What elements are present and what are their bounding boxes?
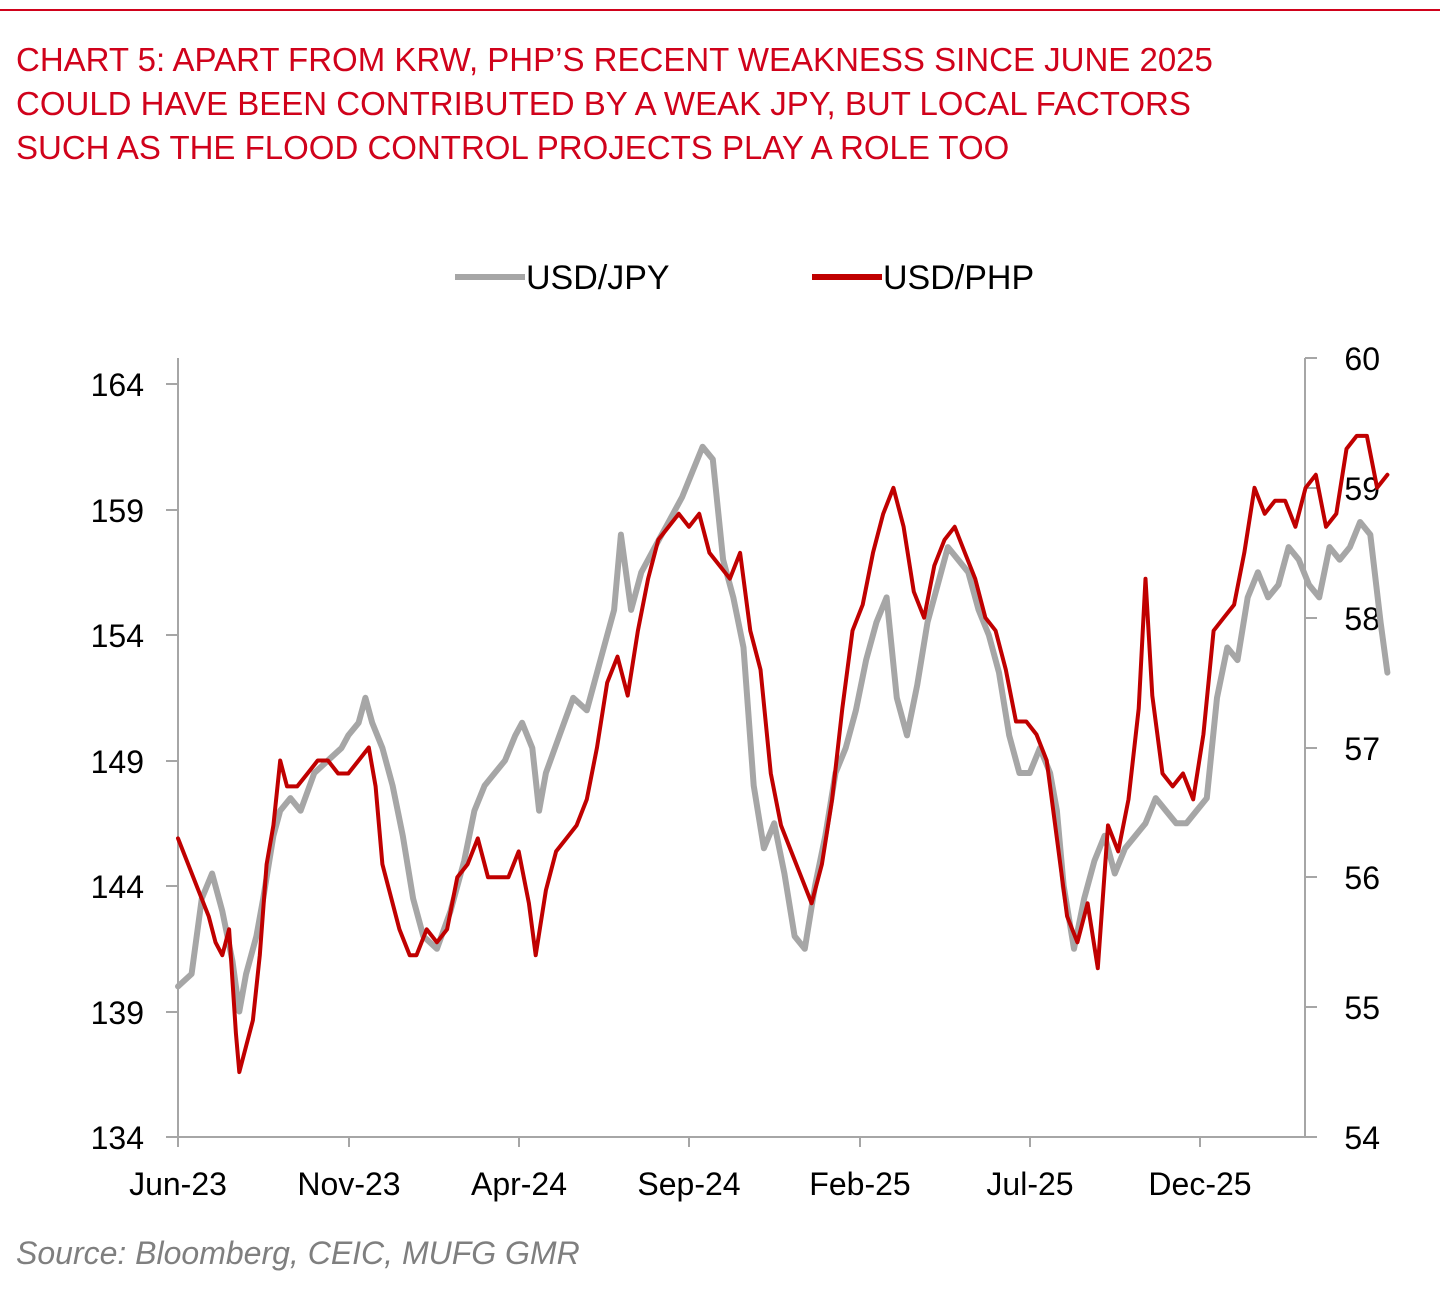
ytick-label-left-139: 139	[91, 995, 144, 1031]
title-line-1: CHART 5: APART FROM KRW, PHP’S RECENT WE…	[16, 41, 1213, 78]
right-axis-labels: 60 59 58 57 56 55 54	[1344, 341, 1380, 1156]
xtick-label-jun-23: Jun-23	[129, 1166, 227, 1202]
xtick-label-feb-25: Feb-25	[809, 1166, 910, 1202]
ytick-label-left-144: 144	[91, 869, 144, 905]
xtick-label-dec-25: Dec-25	[1148, 1166, 1251, 1202]
title-line-3: SUCH AS THE FLOOD CONTROL PROJECTS PLAY …	[16, 129, 1010, 166]
legend-label-php: USD/PHP	[883, 259, 1034, 297]
ytick-label-left-164: 164	[91, 367, 144, 403]
tick-marks	[166, 357, 1317, 1147]
ytick-label-left-159: 159	[91, 493, 144, 529]
xtick-label-sep-24: Sep-24	[637, 1166, 740, 1202]
ytick-label-left-134: 134	[91, 1120, 144, 1156]
series-line-usd-jpy	[175, 443, 1391, 1015]
ytick-label-right-54: 54	[1344, 1120, 1380, 1156]
xtick-label-apr-24: Apr-24	[471, 1166, 567, 1202]
ytick-label-left-154: 154	[91, 618, 144, 654]
chart-title: CHART 5: APART FROM KRW, PHP’S RECENT WE…	[16, 38, 1436, 170]
ytick-label-right-56: 56	[1344, 860, 1380, 896]
ytick-label-right-60: 60	[1344, 341, 1380, 377]
xtick-label-nov-23: Nov-23	[297, 1166, 400, 1202]
ytick-label-right-57: 57	[1344, 731, 1380, 767]
ytick-label-left-149: 149	[91, 744, 144, 780]
ytick-label-right-55: 55	[1344, 990, 1380, 1026]
top-rule	[0, 9, 1440, 11]
source-note: Source: Bloomberg, CEIC, MUFG GMR	[16, 1235, 580, 1271]
title-line-2: COULD HAVE BEEN CONTRIBUTED BY A WEAK JP…	[16, 85, 1191, 122]
x-axis-labels: Jun-23 Nov-23 Apr-24 Sep-24 Feb-25 Jul-2…	[129, 1166, 1252, 1202]
xtick-label-jul-25: Jul-25	[986, 1166, 1073, 1202]
legend-label-jpy: USD/JPY	[526, 259, 670, 297]
series-line-usd-php	[176, 433, 1390, 1075]
legend: USD/JPY USD/PHP	[455, 259, 1034, 297]
ytick-label-right-58: 58	[1344, 601, 1380, 637]
left-axis-labels: 164 159 154 149 144 139 134	[91, 367, 144, 1156]
